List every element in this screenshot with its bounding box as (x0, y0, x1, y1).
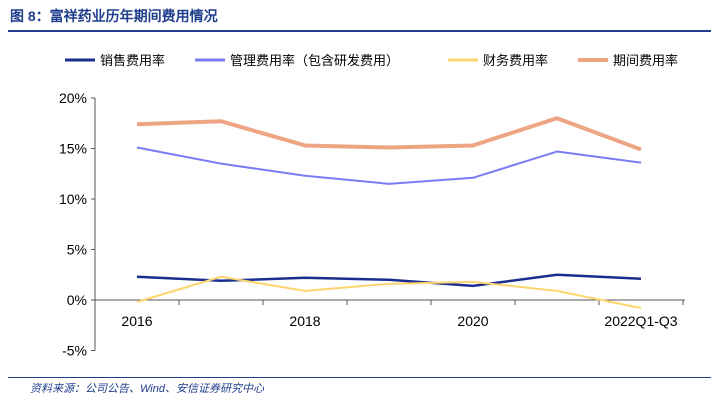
x-tick-label: 2020 (457, 313, 488, 329)
legend-label: 财务费用率 (483, 53, 548, 68)
y-tick-label: 15% (59, 141, 87, 157)
source-note: 资料来源：公司公告、Wind、安信证券研究中心 (30, 383, 264, 395)
x-tick-label: 2018 (289, 313, 320, 329)
y-tick-label: -5% (62, 343, 87, 359)
x-tick-label: 2016 (121, 313, 152, 329)
series-line-2 (136, 275, 642, 310)
figure-title: 图 8：富祥药业历年期间费用情况 (10, 8, 218, 24)
series-line-0 (136, 273, 642, 288)
y-tick-label: 0% (67, 292, 87, 308)
title-divider (8, 30, 711, 32)
legend-label: 管理费用率（包含研发费用） (230, 53, 399, 68)
y-tick-label: 5% (67, 242, 87, 258)
legend-label: 销售费用率 (100, 53, 165, 68)
series-line-1 (136, 146, 642, 185)
y-tick-label: 20% (59, 90, 87, 106)
source-divider (8, 377, 711, 378)
legend-label: 期间费用率 (613, 53, 678, 68)
series-line-3 (136, 116, 642, 152)
y-tick-label: 10% (59, 191, 87, 207)
x-tick-label: 2022Q1-Q3 (604, 313, 677, 329)
